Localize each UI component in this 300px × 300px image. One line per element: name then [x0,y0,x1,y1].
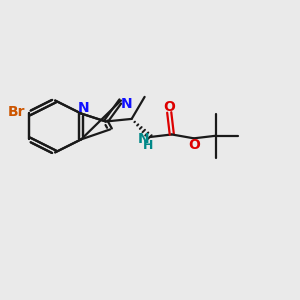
Text: N: N [121,97,132,111]
Text: Br: Br [8,105,26,119]
Text: O: O [188,138,200,152]
Text: H: H [143,139,154,152]
Text: N: N [78,101,89,115]
Text: O: O [163,100,175,114]
Text: N: N [137,132,149,146]
